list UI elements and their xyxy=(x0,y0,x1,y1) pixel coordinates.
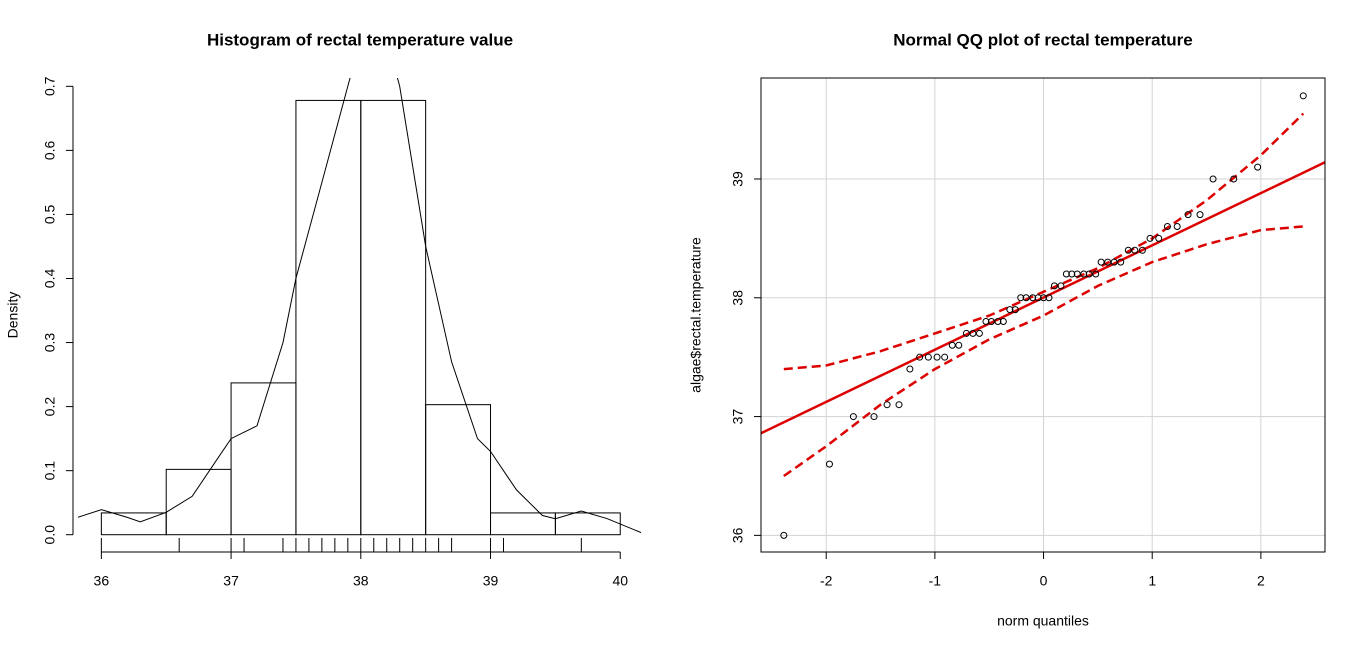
data-point xyxy=(1138,246,1146,254)
data-point xyxy=(1230,175,1238,183)
data-point xyxy=(883,401,891,409)
data-point xyxy=(924,353,932,361)
data-point xyxy=(906,365,914,373)
data-point xyxy=(1062,270,1070,278)
y-axis-label: Density xyxy=(5,292,21,339)
data-point xyxy=(1104,258,1112,266)
data-point xyxy=(1146,234,1154,242)
y-tick-label: 0.1 xyxy=(42,461,58,481)
x-axis-label: norm quantiles xyxy=(997,613,1089,629)
data-point xyxy=(1057,282,1065,290)
data-point xyxy=(1209,175,1217,183)
data-point xyxy=(1029,294,1037,302)
y-tick-label: 0.0 xyxy=(42,525,58,545)
y-tick-label: 0.4 xyxy=(42,269,58,289)
y-axis-label: algae$rectal.temperature xyxy=(688,237,704,393)
x-tick-label: 37 xyxy=(223,573,239,589)
data-point xyxy=(916,353,924,361)
bar xyxy=(360,99,427,536)
data-point xyxy=(849,413,857,421)
data-point xyxy=(1092,270,1100,278)
data-point xyxy=(1110,258,1118,266)
data-point xyxy=(1131,246,1139,254)
data-point xyxy=(1117,258,1125,266)
data-point xyxy=(1085,270,1093,278)
y-tick-label: 39 xyxy=(730,171,746,187)
data-point xyxy=(975,329,983,337)
data-point xyxy=(941,353,949,361)
y-tick-label: 0.5 xyxy=(42,204,58,224)
data-point xyxy=(994,318,1002,326)
data-point xyxy=(1017,294,1025,302)
data-point xyxy=(1173,222,1181,230)
chart-title: Normal QQ plot of rectal temperature xyxy=(893,30,1192,49)
x-tick-label: 1 xyxy=(1148,573,1156,589)
data-point xyxy=(1299,92,1307,100)
data-point xyxy=(1045,294,1053,302)
chart-title: Histogram of rectal temperature value xyxy=(207,30,513,49)
data-point xyxy=(933,353,941,361)
data-point xyxy=(825,460,833,468)
plot-frame xyxy=(760,77,1326,553)
data-point xyxy=(1011,306,1019,314)
data-point xyxy=(969,329,977,337)
data-point xyxy=(1073,270,1081,278)
y-tick-label: 0.7 xyxy=(42,76,58,96)
y-tick-label: 37 xyxy=(730,409,746,425)
data-point xyxy=(895,401,903,409)
data-point xyxy=(1155,234,1163,242)
data-point xyxy=(962,329,970,337)
bar xyxy=(554,512,621,536)
y-tick-label: 36 xyxy=(730,527,746,543)
data-point xyxy=(780,531,788,539)
confidence-envelope xyxy=(783,112,1305,371)
x-tick-label: 2 xyxy=(1257,573,1265,589)
data-point xyxy=(948,341,956,349)
data-point xyxy=(1022,294,1030,302)
data-point xyxy=(1254,163,1262,171)
fit-line xyxy=(761,161,1325,435)
data-point xyxy=(955,341,963,349)
data-point xyxy=(982,318,990,326)
data-point xyxy=(1124,246,1132,254)
data-point xyxy=(1006,306,1014,314)
data-point xyxy=(1080,270,1088,278)
x-tick-label: 0 xyxy=(1040,573,1048,589)
data-point xyxy=(1097,258,1105,266)
y-tick-label: 0.2 xyxy=(42,397,58,417)
x-tick-label: 39 xyxy=(483,573,499,589)
x-tick-label: 36 xyxy=(94,573,110,589)
data-point xyxy=(1068,270,1076,278)
x-tick-label: 40 xyxy=(612,573,628,589)
data-point xyxy=(999,318,1007,326)
data-point xyxy=(1040,294,1048,302)
data-point xyxy=(1034,294,1042,302)
data-point xyxy=(870,413,878,421)
y-tick-label: 0.3 xyxy=(42,333,58,353)
x-tick-label: -2 xyxy=(820,573,833,589)
data-point xyxy=(987,318,995,326)
data-point xyxy=(1196,211,1204,219)
x-tick-label: -1 xyxy=(929,573,942,589)
plot-area xyxy=(761,78,1325,552)
x-tick-label: 38 xyxy=(353,573,369,589)
bar xyxy=(425,404,492,536)
data-point xyxy=(1050,282,1058,290)
data-point xyxy=(1184,211,1192,219)
data-point xyxy=(1163,222,1171,230)
y-tick-label: 38 xyxy=(730,290,746,306)
y-tick-label: 0.6 xyxy=(42,140,58,160)
